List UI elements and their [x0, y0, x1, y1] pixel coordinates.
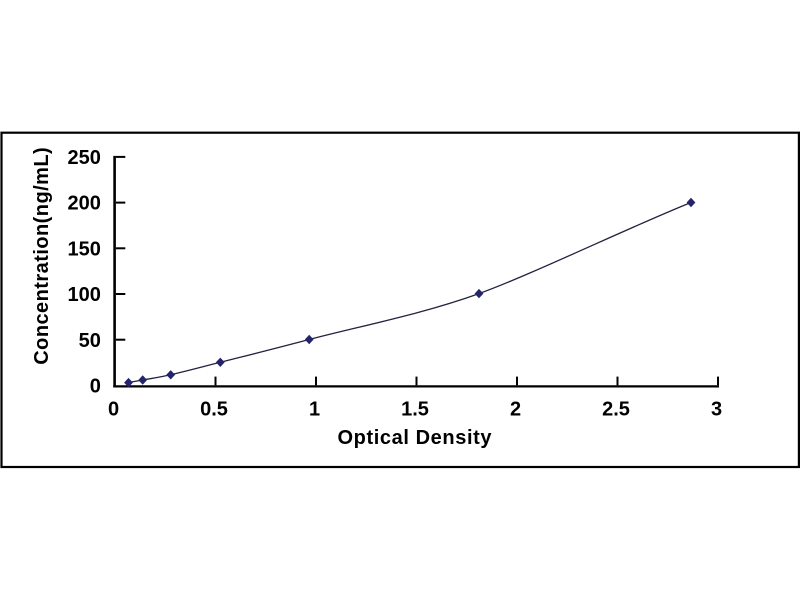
svg-text:1.5: 1.5: [401, 399, 429, 421]
svg-text:1: 1: [309, 399, 320, 421]
svg-text:Optical Density: Optical Density: [337, 427, 492, 449]
svg-text:2.5: 2.5: [602, 399, 630, 421]
svg-text:0.5: 0.5: [200, 399, 228, 421]
svg-text:100: 100: [68, 284, 101, 306]
svg-text:0: 0: [90, 376, 101, 398]
svg-text:Concentration(ng/mL): Concentration(ng/mL): [31, 147, 53, 365]
svg-text:0: 0: [108, 399, 119, 421]
svg-text:150: 150: [68, 238, 101, 260]
svg-text:2: 2: [510, 399, 521, 421]
svg-text:3: 3: [711, 399, 722, 421]
svg-text:50: 50: [79, 330, 101, 352]
svg-text:200: 200: [68, 193, 101, 215]
svg-text:250: 250: [68, 147, 101, 169]
